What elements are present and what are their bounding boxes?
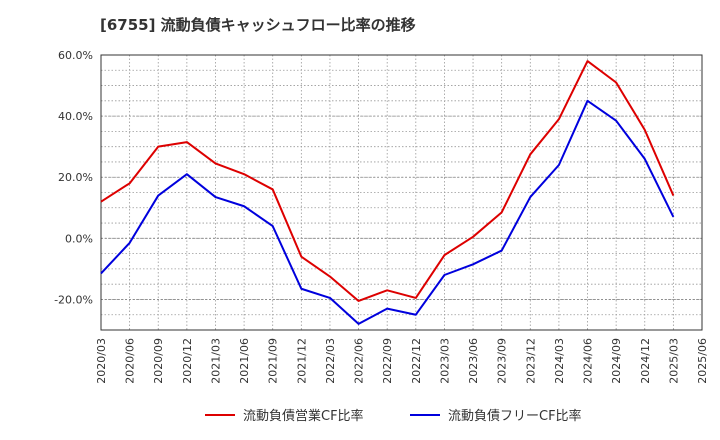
- x-tick-label: 2022/09: [381, 338, 394, 384]
- series-line-2: [100, 99, 675, 325]
- x-tick-label: 2022/03: [324, 338, 337, 384]
- x-tick-label: 2023/12: [524, 338, 537, 384]
- y-tick-label: 20.0%: [58, 171, 93, 184]
- legend-label-1: 流動負債営業CF比率: [243, 408, 364, 424]
- series-line-1: [100, 60, 675, 302]
- y-tick-label: 0.0%: [65, 232, 93, 245]
- x-tick-label: 2023/03: [438, 338, 451, 384]
- x-tick-label: 2023/06: [467, 338, 480, 384]
- x-tick-label: 2024/06: [582, 338, 595, 384]
- x-tick-label: 2021/06: [238, 338, 251, 384]
- x-tick-label: 2020/06: [124, 338, 137, 384]
- x-tick-label: 2022/06: [353, 338, 366, 384]
- x-tick-label: 2020/09: [152, 338, 165, 384]
- y-tick-label: -20.0%: [54, 293, 93, 306]
- x-tick-label: 2021/12: [295, 338, 308, 384]
- x-tick-label: 2024/03: [553, 338, 566, 384]
- x-tick-label: 2020/03: [95, 338, 108, 384]
- plot-frame: [100, 54, 703, 331]
- x-tick-label: 2024/09: [610, 338, 623, 384]
- x-tick-label: 2021/09: [267, 338, 280, 384]
- x-tick-label: 2021/03: [209, 338, 222, 384]
- x-tick-label: 2022/12: [410, 338, 423, 384]
- x-tick-label: 2025/03: [667, 338, 680, 384]
- y-tick-label: 60.0%: [58, 49, 93, 62]
- x-tick-label: 2024/12: [639, 338, 652, 384]
- x-tick-label: 2023/09: [496, 338, 509, 384]
- y-tick-label: 40.0%: [58, 110, 93, 123]
- plot-area: [101, 55, 702, 330]
- chart-title: [6755] 流動負債キャッシュフロー比率の推移: [100, 16, 416, 34]
- x-tick-label: 2025/06: [696, 338, 709, 384]
- legend-label-2: 流動負債フリーCF比率: [448, 408, 582, 424]
- x-tick-label: 2020/12: [181, 338, 194, 384]
